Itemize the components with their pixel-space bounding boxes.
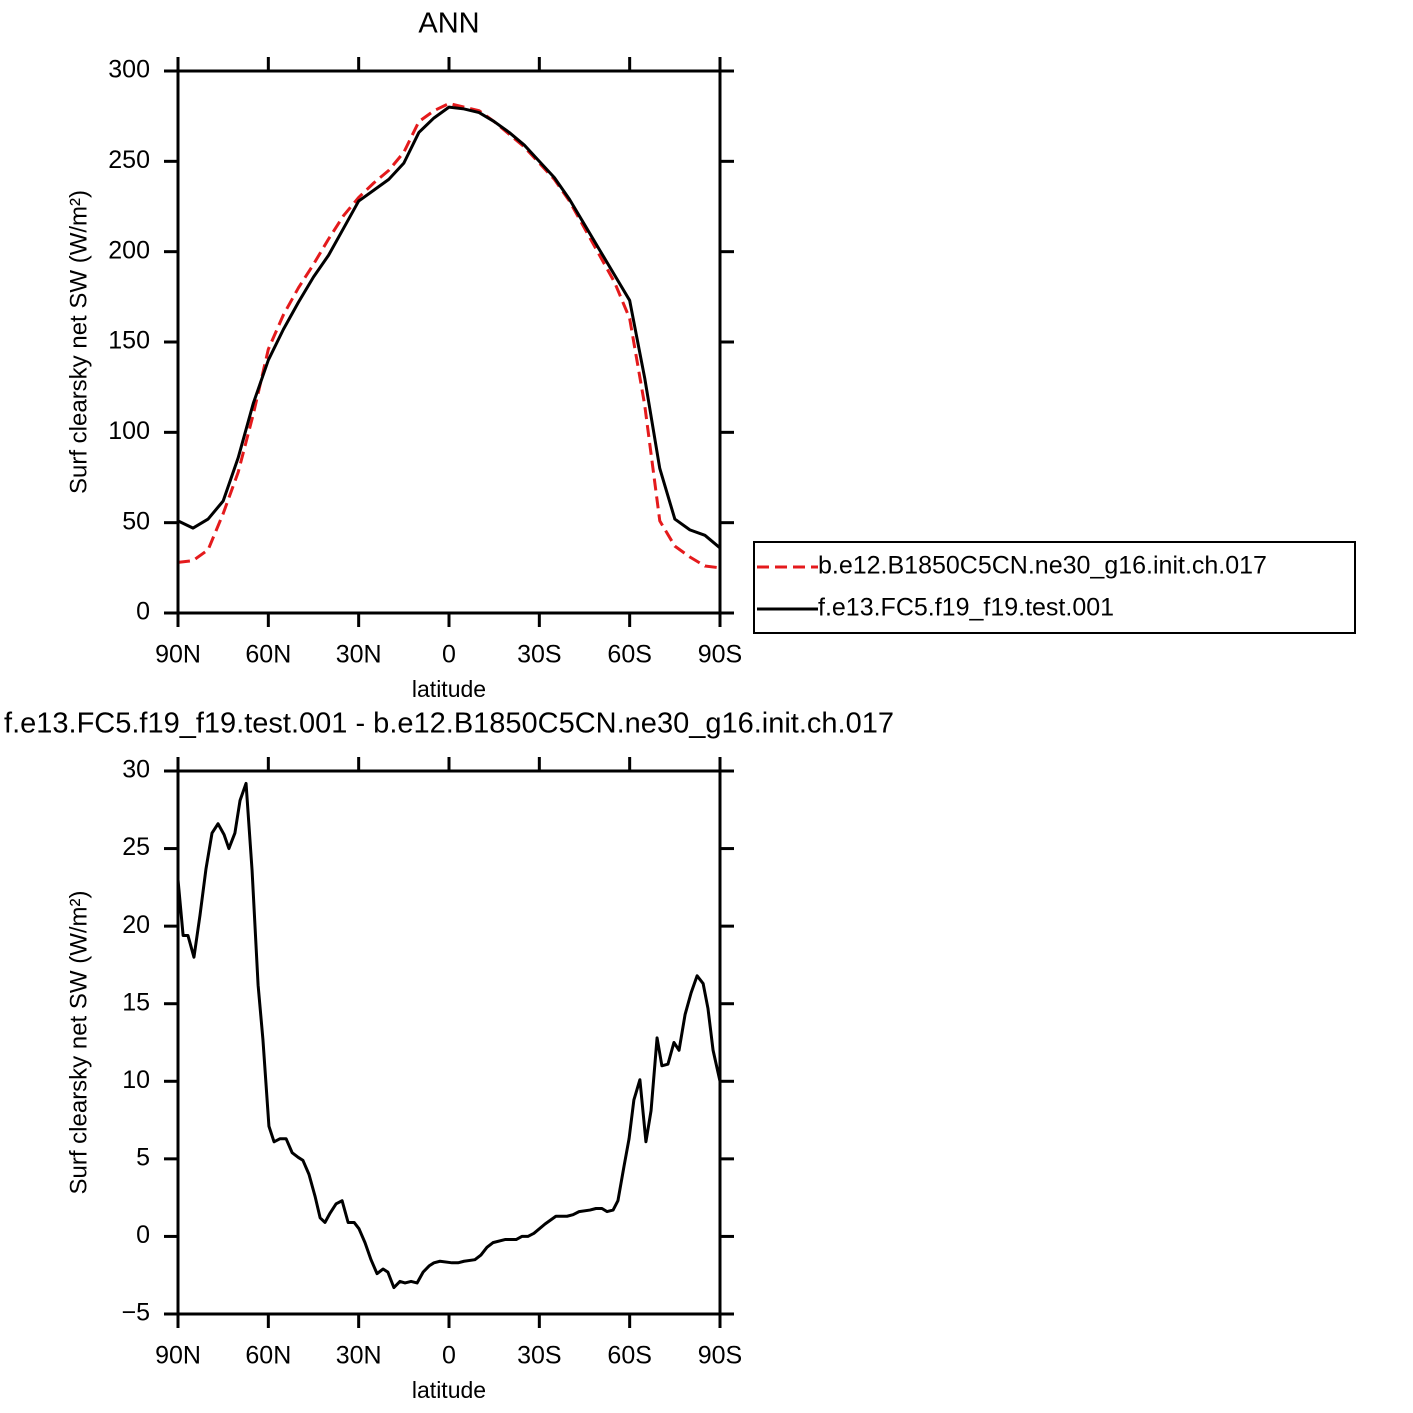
x-tick-label: 60S: [607, 1342, 651, 1370]
plot-frame: [176, 769, 722, 1316]
y-tick-label: 0: [136, 598, 150, 626]
y-tick-label: 150: [108, 327, 150, 355]
x-tick-label: 30N: [336, 641, 382, 669]
legend-label: b.e12.B1850C5CN.ne30_g16.init.ch.017: [818, 552, 1267, 580]
y-tick-label: 25: [122, 833, 150, 861]
y-tick-label: 300: [108, 56, 150, 84]
chart-title: f.e13.FC5.f19_f19.test.001 - b.e12.B1850…: [4, 708, 894, 740]
y-tick-label: 10: [122, 1066, 150, 1094]
y-tick-label: 100: [108, 417, 150, 445]
x-axis-label: latitude: [412, 676, 486, 702]
legend-label: f.e13.FC5.f19_f19.test.001: [818, 594, 1114, 622]
y-tick-label: 20: [122, 911, 150, 939]
y-tick-label: 30: [122, 756, 150, 784]
y-tick-label: 250: [108, 146, 150, 174]
x-tick-label: 30S: [517, 1342, 561, 1370]
legend-box: [753, 541, 1356, 634]
x-tick-label: 60N: [245, 641, 291, 669]
y-tick-label: 5: [136, 1143, 150, 1171]
y-tick-label: 50: [122, 507, 150, 535]
x-tick-label: 90S: [698, 641, 742, 669]
x-tick-label: 0: [442, 641, 456, 669]
chart-title: ANN: [418, 8, 479, 40]
x-axis-label: latitude: [412, 1377, 486, 1403]
series-line: [176, 781, 722, 1290]
x-tick-label: 30S: [517, 641, 561, 669]
x-tick-label: 60S: [607, 641, 651, 669]
y-tick-label: −5: [121, 1299, 150, 1327]
series-line: [177, 105, 721, 550]
x-tick-label: 90N: [155, 641, 201, 669]
series-line: [177, 102, 721, 570]
y-tick-label: 200: [108, 236, 150, 264]
x-tick-label: 0: [442, 1342, 456, 1370]
x-tick-label: 30N: [336, 1342, 382, 1370]
x-tick-label: 90S: [698, 1342, 742, 1370]
y-tick-label: 0: [136, 1221, 150, 1249]
x-tick-label: 90N: [155, 1342, 201, 1370]
y-axis-label: Surf clearsky net SW (W/m²): [65, 190, 92, 494]
y-tick-label: 15: [122, 988, 150, 1016]
plot-frame: [176, 69, 722, 615]
y-axis-label: Surf clearsky net SW (W/m²): [65, 890, 92, 1194]
x-tick-label: 60N: [245, 1342, 291, 1370]
